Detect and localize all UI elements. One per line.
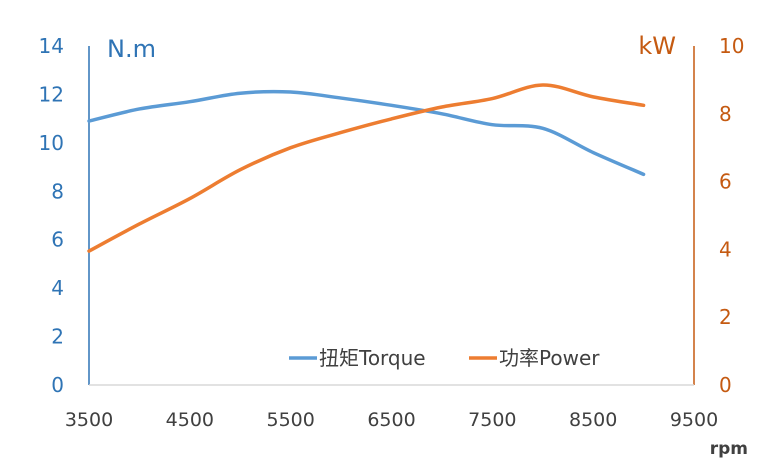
x-tick-label: 4500 [166,409,214,431]
series-line-power [87,83,646,253]
x-tick-label: 7500 [468,409,516,431]
y-left-unit-label: N.m [107,35,156,63]
y-right-tick-label: 0 [719,373,732,397]
y-left-tick-label: 12 [39,82,64,106]
y-right-tick-label: 6 [719,170,732,194]
y-right-tick-label: 2 [719,305,732,329]
axes [88,46,695,386]
y-left-tick-label: 14 [39,34,64,58]
y-left-tick-label: 8 [51,179,64,203]
y-left-tick-label: 6 [51,228,64,252]
x-tick-label: 9500 [670,409,718,431]
y-right-unit-label: kW [638,32,676,60]
x-tick-label: 6500 [367,409,415,431]
y-right-tick-label: 8 [719,102,732,126]
legend-label-torque: 扭矩Torque [319,346,426,370]
tick-labels: 0 2 4 6 8 10 12 14 0 2 4 6 8 10 3500 4500 5500 6500 7500 85… [39,34,745,431]
x-tick-label: 3500 [65,409,113,431]
series-line-torque [87,89,646,177]
legend-label-power: 功率Power [499,346,600,370]
x-tick-label: 5500 [266,409,314,431]
y-left-tick-label: 10 [39,131,64,155]
x-tick-label: 8500 [569,409,617,431]
y-right-tick-label: 4 [719,237,732,261]
y-left-tick-label: 0 [51,373,64,397]
series-lines [87,83,646,253]
legend: 扭矩Torque 功率Power [289,346,600,370]
y-left-tick-label: 4 [51,276,64,300]
y-left-tick-label: 2 [51,325,64,349]
y-right-tick-label: 10 [719,34,744,58]
x-unit-label: rpm [710,439,748,459]
